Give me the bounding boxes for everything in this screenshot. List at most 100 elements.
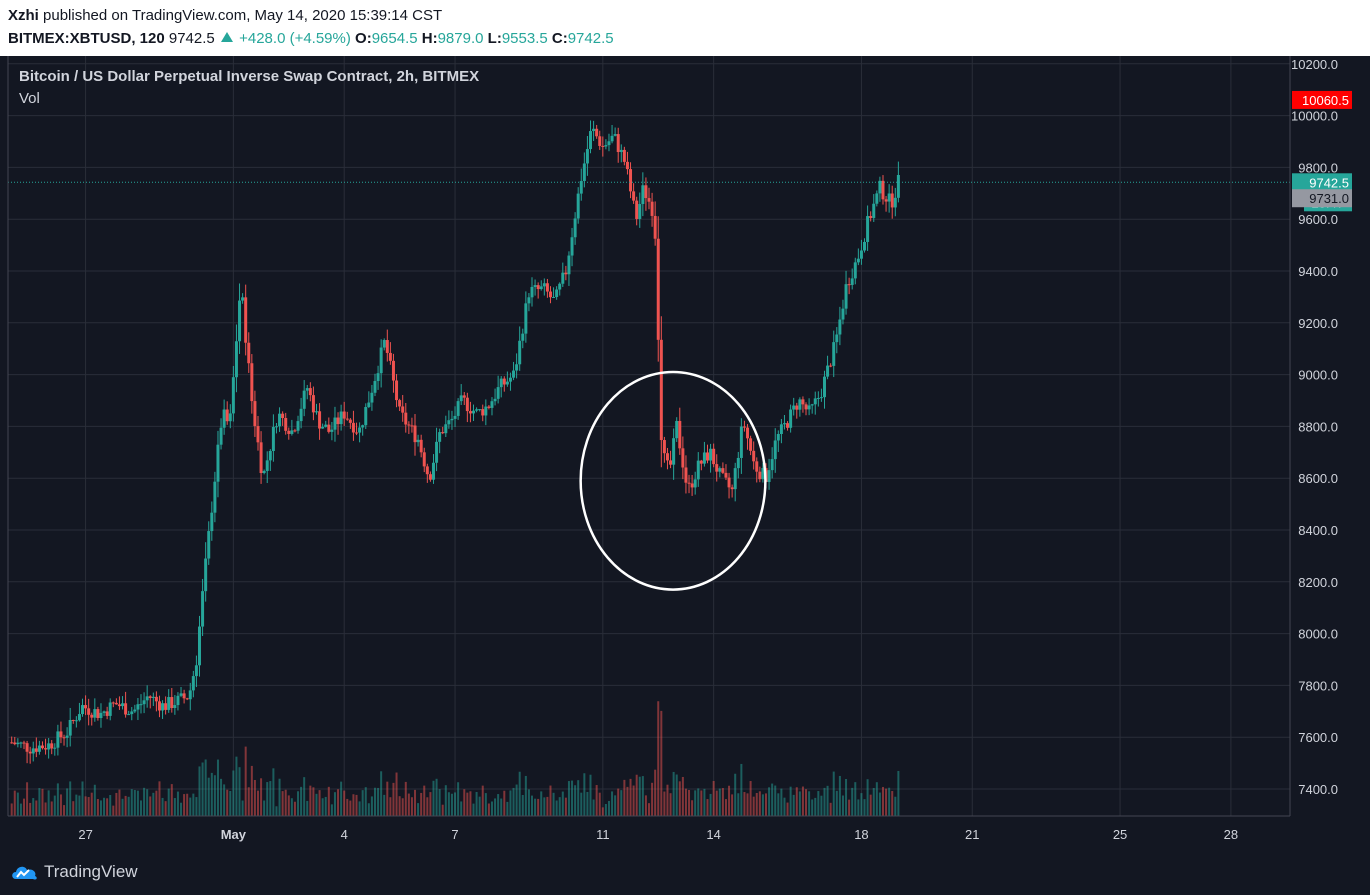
candle-body	[499, 378, 503, 388]
volume-bar	[857, 799, 860, 816]
volume-bar	[651, 782, 654, 816]
candle-body	[234, 341, 238, 378]
time-axis[interactable]: 27 May 4 7 11 14 18 21 25 28	[78, 827, 1238, 842]
publish-info: Xzhi published on TradingView.com, May 1…	[8, 7, 442, 24]
candle-body	[709, 448, 713, 461]
candle-body	[105, 711, 109, 716]
candle-body	[157, 701, 161, 711]
candle-body	[222, 409, 226, 428]
volume-bar	[635, 774, 638, 816]
author-name[interactable]: Xzhi	[8, 7, 39, 24]
last-price-tag	[1292, 173, 1352, 192]
candle-body	[139, 704, 143, 706]
candle-body	[724, 472, 728, 478]
candle-body	[438, 432, 442, 442]
candle-body	[271, 426, 275, 451]
annotation-ellipse	[579, 370, 767, 591]
volume-bar	[216, 759, 219, 816]
candle-body	[598, 136, 602, 146]
volume-bar	[41, 788, 44, 816]
candle-body	[829, 365, 833, 367]
open-label: O:	[355, 30, 372, 47]
volume-bar	[297, 791, 300, 816]
candle-body	[570, 237, 574, 256]
volume-bar	[103, 797, 106, 816]
volume-bar	[192, 793, 195, 816]
volume-bar	[435, 778, 438, 816]
candle-body	[826, 365, 830, 377]
candle-body	[327, 424, 331, 432]
candle-body	[555, 289, 559, 298]
candle-body	[395, 380, 399, 401]
volume-bar	[149, 796, 152, 816]
candle-body	[533, 285, 537, 287]
time-tick-label: 4	[341, 827, 348, 842]
volume-bar	[841, 795, 844, 816]
volume-bar	[878, 792, 881, 816]
price-tick-label: 9400.0	[1298, 264, 1338, 279]
volume-bar	[577, 780, 580, 816]
volume-bar	[672, 771, 675, 816]
candle-body	[419, 439, 423, 453]
brand-name: TradingView	[44, 862, 138, 881]
volume-bar	[848, 799, 851, 816]
volume-bar	[571, 780, 574, 816]
volume-bar	[564, 797, 567, 816]
price-chart[interactable]: 7400.0 7600.0 7800.0 8000.0 8200.0 8400.0 8600…	[0, 56, 1370, 855]
volume-bar	[675, 774, 678, 816]
candle-body	[210, 512, 214, 532]
candle-body	[219, 427, 223, 445]
volume-bar	[223, 784, 226, 816]
volume-bar	[312, 787, 315, 816]
volume-bar	[789, 786, 792, 816]
tradingview-logo[interactable]: TradingView	[10, 862, 138, 882]
candle-body	[472, 410, 476, 414]
volume-bar	[198, 766, 201, 816]
candle-body	[185, 698, 189, 700]
volume-bar	[358, 801, 361, 816]
candle-body	[810, 404, 814, 406]
high-price-tag-text: 10060.5	[1302, 93, 1349, 108]
candle-body	[746, 427, 750, 439]
volume-bar	[161, 797, 164, 816]
volume-bar	[106, 798, 109, 816]
volume-bar	[623, 779, 626, 816]
volume-bar	[872, 788, 875, 816]
volume-bar	[524, 775, 527, 816]
candle-body	[653, 215, 657, 239]
volume-bar	[13, 790, 16, 816]
candle-body	[856, 258, 860, 263]
gray-price-tag-text: 9731.0	[1309, 191, 1349, 206]
candle-body	[872, 203, 876, 218]
volume-bar	[875, 782, 878, 816]
candle-body	[638, 204, 642, 219]
volume-bar	[826, 785, 829, 816]
volume-legend-label: Vol	[19, 90, 40, 107]
candle-body	[31, 748, 35, 754]
candle-body	[607, 141, 611, 146]
time-tick-label: 25	[1113, 827, 1127, 842]
volume-bar	[380, 771, 383, 816]
volume-bar	[118, 789, 121, 816]
candle-body	[37, 745, 41, 752]
volume-bar	[306, 800, 309, 816]
volume-bar	[669, 793, 672, 816]
price-axis[interactable]: 7400.0 7600.0 7800.0 8000.0 8200.0 8400.0 8600…	[1291, 57, 1338, 797]
volume-bar	[746, 793, 749, 816]
volume-bar	[93, 784, 96, 816]
volume-bar	[167, 788, 170, 816]
volume-bar	[207, 777, 210, 816]
candle-body	[878, 180, 882, 194]
price-tick-label: 7400.0	[1298, 782, 1338, 797]
candle-body	[715, 464, 719, 472]
candle-body	[422, 452, 426, 467]
candle-body	[481, 409, 485, 416]
candle-body	[176, 695, 180, 706]
volume-bar	[349, 800, 352, 816]
candle-body	[650, 201, 654, 216]
candle-body	[154, 696, 158, 702]
candle-body	[84, 705, 88, 709]
candle-body	[330, 429, 334, 432]
candle-body	[302, 390, 306, 409]
price-tick-label: 7600.0	[1298, 730, 1338, 745]
